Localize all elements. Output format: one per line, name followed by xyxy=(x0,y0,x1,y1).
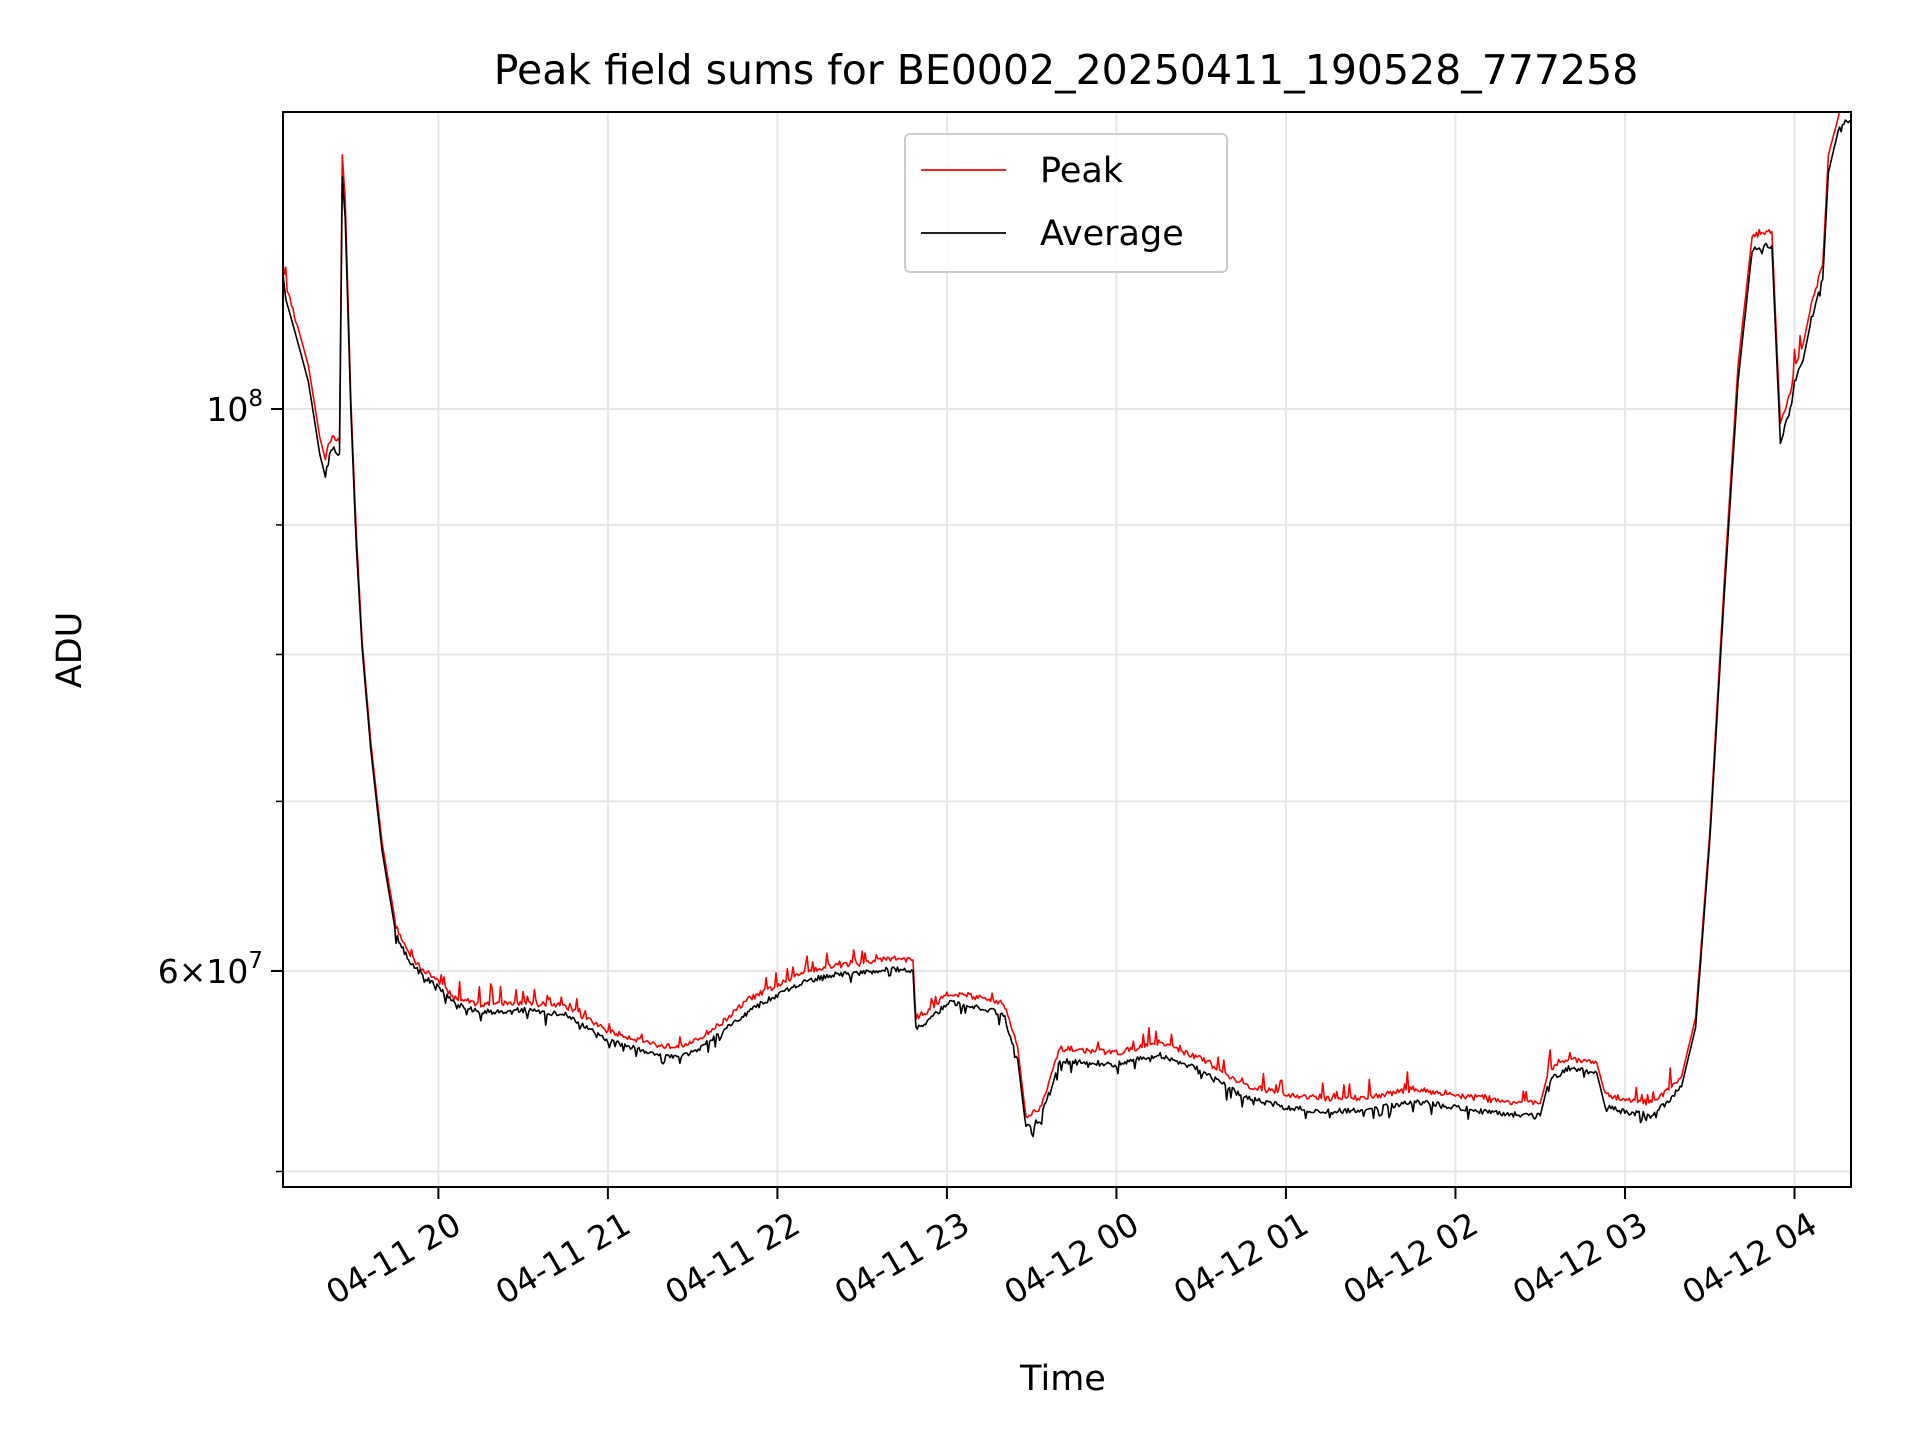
legend-box xyxy=(904,133,1228,273)
legend: Peak Average xyxy=(904,133,1228,273)
series-line-peak xyxy=(283,112,1849,1119)
y-tick-label: 6×107 xyxy=(158,948,263,991)
axes-frame xyxy=(282,111,1852,1188)
x-axis-label: Time xyxy=(1019,1359,1106,1399)
plot-area xyxy=(283,112,1851,1138)
legend-label-peak: Peak xyxy=(1040,151,1124,191)
chart-title: Peak field sums for BE0002_20250411_1905… xyxy=(494,46,1639,94)
y-tick-label: 108 xyxy=(206,386,263,429)
y-axis-label: ADU xyxy=(50,612,90,689)
series-line-average xyxy=(283,119,1851,1138)
grid-layer xyxy=(283,112,1851,1187)
legend-label-average: Average xyxy=(1040,214,1184,254)
